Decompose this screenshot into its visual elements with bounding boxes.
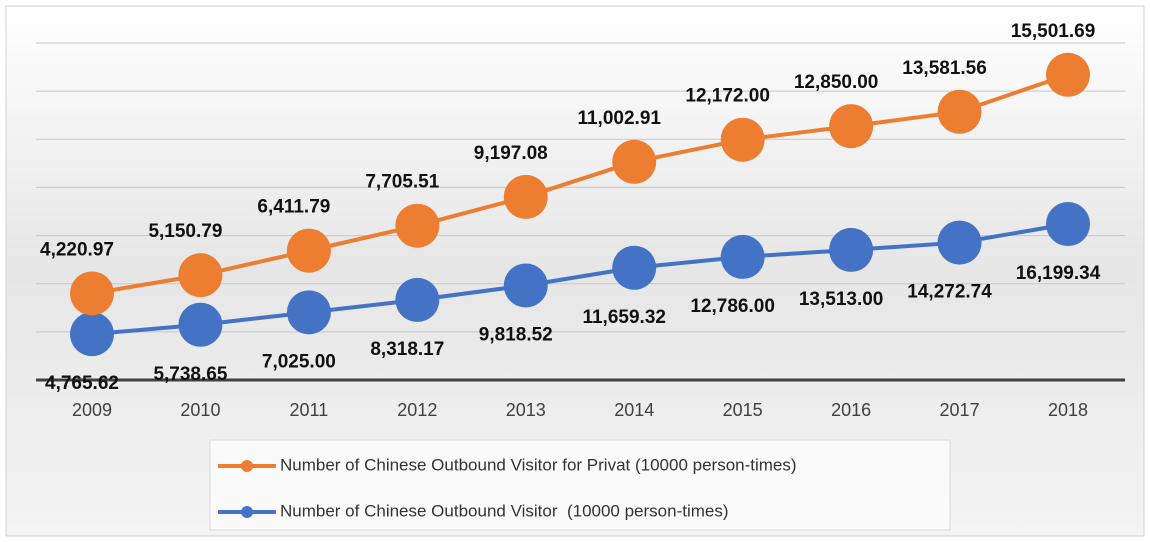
marker: [829, 104, 874, 149]
value-label: 13,513.00: [799, 289, 884, 310]
legend-box: [209, 439, 951, 531]
x-tick-label: 2017: [940, 400, 980, 420]
x-tick-label: 2015: [723, 400, 763, 420]
value-label: 15,501.69: [1011, 21, 1096, 42]
value-label: 12,786.00: [690, 296, 775, 317]
value-label: 11,002.91: [577, 108, 661, 129]
value-label: 8,318.17: [370, 339, 444, 360]
marker: [1046, 202, 1090, 247]
value-label: 11,659.32: [582, 307, 665, 328]
marker: [720, 234, 765, 279]
value-label: 9,818.52: [479, 324, 553, 345]
value-label: 4,765.62: [45, 373, 119, 394]
legend-marker: [241, 460, 253, 472]
marker: [395, 203, 440, 248]
legend-label: Number of Chinese Outbound Visitor for P…: [280, 455, 797, 474]
marker: [503, 174, 548, 219]
value-label: 5,150.79: [148, 221, 222, 242]
marker: [612, 139, 657, 184]
value-label: 14,272.74: [907, 282, 992, 303]
x-tick-label: 2010: [180, 400, 220, 420]
x-tick-label: 2013: [506, 400, 546, 420]
x-tick-label: 2012: [397, 400, 437, 420]
series-line: [91, 222, 1069, 337]
value-label: 7,705.51: [365, 172, 439, 193]
marker: [937, 89, 982, 134]
value-label: 6,411.79: [257, 197, 330, 218]
value-label: 5,738.65: [153, 364, 227, 385]
legend-marker: [241, 506, 253, 518]
x-tick-label: 2011: [290, 400, 329, 420]
value-label: 7,025.00: [262, 351, 336, 372]
marker: [503, 263, 548, 308]
marker: [720, 117, 765, 162]
marker: [286, 290, 331, 335]
marker: [829, 227, 874, 272]
marker: [178, 302, 223, 347]
marker: [70, 312, 114, 357]
series-line: [91, 72, 1069, 296]
value-label: 16,199.34: [1016, 263, 1101, 284]
x-tick-label: 2018: [1048, 400, 1088, 420]
value-label: 12,172.00: [685, 86, 770, 107]
x-tick-label: 2016: [831, 400, 871, 420]
x-tick-label: 2009: [72, 400, 112, 420]
marker: [612, 245, 657, 290]
marker: [286, 228, 331, 273]
value-label: 13,581.56: [902, 58, 987, 79]
marker: [937, 220, 982, 265]
value-label: 4,220.97: [40, 239, 114, 260]
value-label: 9,197.08: [474, 143, 548, 164]
marker: [178, 253, 223, 298]
marker: [70, 271, 114, 316]
value-label: 12,850.00: [794, 72, 879, 93]
x-tick-label: 2014: [614, 400, 654, 420]
marker: [1046, 52, 1090, 97]
legend-label: Number of Chinese Outbound Visitor (1000…: [280, 501, 729, 520]
marker: [395, 277, 440, 322]
